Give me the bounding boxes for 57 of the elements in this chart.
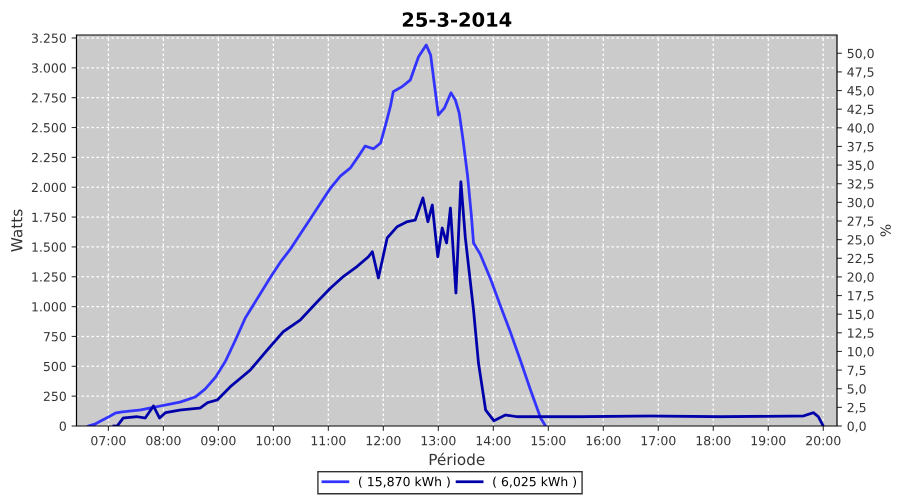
y2-tick-label: 30,0 [848,198,874,209]
y-tick-label: 1.500 [32,242,66,252]
x-tick-label: 13:00 [422,436,456,446]
y-tick-label: 0 [60,421,66,431]
y-tick-label: 3.000 [32,63,66,73]
y-axis-title: Watts [11,210,22,252]
y2-tick-label: 2,5 [848,402,866,414]
x-tick-label: 16:00 [586,436,620,446]
y2-tick-label: 47,5 [847,68,874,78]
y2-tick-label: 27,5 [848,216,874,228]
y-tick-label: 1.250 [32,272,66,282]
y2-tick-label: 5,0 [848,384,866,395]
x-tick-label: 11:00 [312,436,346,446]
y-tick-label: 750 [44,332,66,342]
y2-tick-label: 42,5 [847,104,874,116]
legend-label: ( 6,025 kWh ) [493,476,576,488]
line-series [112,180,825,426]
y-tick-label: 1.750 [32,212,66,222]
y2-tick-label: 45,0 [847,86,874,97]
line-series [87,44,547,426]
y2-tick-label: 17,5 [848,291,874,302]
y-tick-label: 250 [44,392,66,402]
x-tick-label: 12:00 [366,436,401,446]
y-tick-label: 2.500 [32,123,66,132]
y-tick-label: 500 [44,362,66,372]
x-tick-label: 07:00 [91,436,126,446]
y-tick-label: 2.000 [32,182,66,192]
x-tick-label: 08:00 [146,436,181,446]
x-tick-label: 19:00 [752,436,786,446]
y2-tick-label: 50,0 [848,48,874,60]
legend-label: ( 15,870 kWh ) [358,476,450,488]
x-axis-title: Période [430,452,484,466]
y2-tick-label: 35,0 [848,160,874,172]
y2-tick-label: 12,5 [848,328,874,340]
y2-tick-label: 10,0 [848,346,874,358]
chart-title: 25-3-2014 [402,12,512,27]
x-tick-label: 20:00 [806,436,840,446]
y2-tick-label: 37,5 [848,142,874,153]
y-tick-label: 2.250 [32,152,66,162]
y2-axis-title: % [880,224,891,236]
y2-tick-label: 22,5 [848,254,874,264]
x-tick-label: 14:00 [476,436,510,446]
y2-tick-label: 25,0 [848,235,874,246]
x-tick-label: 17:00 [642,436,676,446]
y2-tick-label: 0,0 [848,421,866,432]
x-tick-label: 18:00 [696,436,730,446]
y2-tick-label: 32,5 [848,179,874,190]
x-tick-label: 10:00 [256,436,291,446]
x-tick-label: 15:00 [532,436,566,446]
y2-tick-label: 20,0 [848,272,874,284]
y2-tick-label: 7,5 [848,366,866,376]
y-tick-label: 3.250 [32,33,66,43]
y2-tick-label: 15,0 [848,310,874,320]
y-tick-label: 1.000 [32,302,66,312]
y-tick-label: 2.750 [32,93,66,103]
y2-tick-label: 40,0 [847,123,874,134]
x-tick-label: 09:00 [201,436,236,446]
